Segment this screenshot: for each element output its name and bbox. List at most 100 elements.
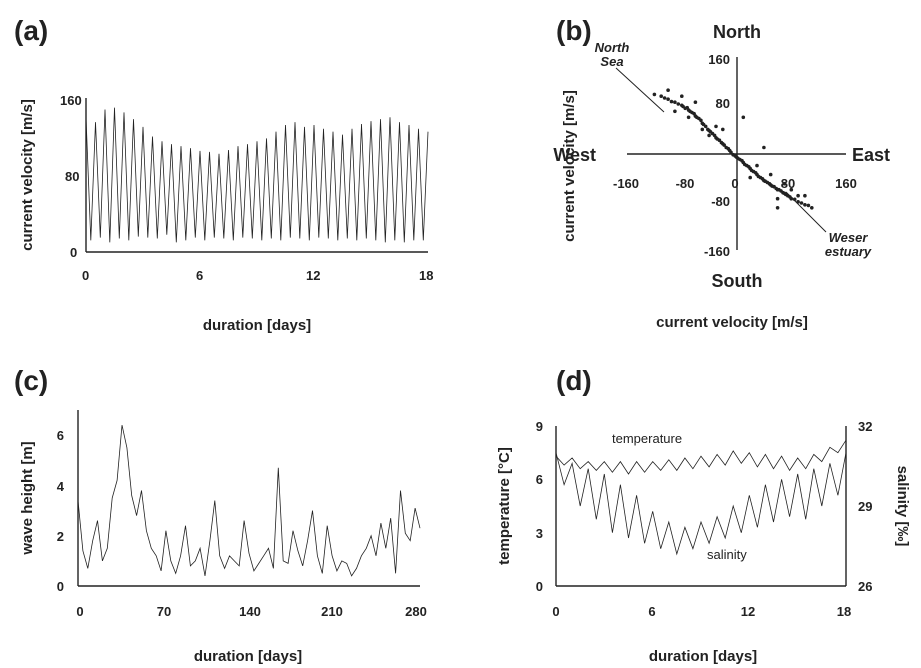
panel-d-right-y-axis-title: salinity [‰] xyxy=(894,466,911,547)
panel-b-scatter-point xyxy=(792,197,797,202)
panel-d-xtick: 0 xyxy=(552,604,559,619)
panel-b-current-velocity-scatter: (b) North South West East -160 -80 0 80 … xyxy=(553,15,890,331)
panel-a-xtick: 0 xyxy=(82,268,89,283)
panel-b-xtick: 160 xyxy=(835,176,857,191)
panel-a-current-velocity-time-series: (a) 160 80 0 0 6 12 18 duration [days] c… xyxy=(14,15,433,334)
panel-b-scatter-point xyxy=(669,99,674,104)
panel-b-scatter-point xyxy=(755,163,759,168)
panel-c-series-line xyxy=(77,425,421,577)
panel-b-xtick: -160 xyxy=(613,176,639,191)
panel-d-salinity-label: salinity xyxy=(707,547,747,562)
panel-b-ytick: -160 xyxy=(704,244,730,259)
panel-b-scatter-point xyxy=(717,138,722,142)
panel-b-scatter-point xyxy=(789,187,794,192)
panel-d-salinity-line xyxy=(555,452,847,556)
panel-b-scatter-point xyxy=(810,206,814,210)
panel-b-scatter-point xyxy=(699,118,703,123)
panel-b-scatter-point xyxy=(673,100,677,104)
panel-b-scatter-point xyxy=(722,143,726,147)
panel-b-north-label: North xyxy=(713,22,761,42)
panel-b-scatter-point xyxy=(741,115,746,120)
panel-b-scatter-point xyxy=(693,100,698,104)
panel-b-scatter-point xyxy=(799,201,804,205)
panel-c-xtick: 70 xyxy=(157,604,171,619)
panel-c-xtick: 0 xyxy=(76,604,83,619)
panel-b-scatter-point xyxy=(721,127,725,132)
panel-d-left-y-axis-title: temperature [°C] xyxy=(496,447,513,565)
panel-b-south-label: South xyxy=(712,271,763,291)
panel-b-ytick: -80 xyxy=(711,194,730,209)
panel-d-xtick: 18 xyxy=(837,604,851,619)
panel-b-scatter-point xyxy=(796,200,800,204)
panel-b-scatter-point xyxy=(680,94,684,98)
panel-b-scatter-point xyxy=(666,97,670,101)
panel-b-scatter-point xyxy=(676,102,681,106)
panel-b-xtick: -80 xyxy=(676,176,695,191)
panel-b-scatter-point xyxy=(775,196,780,201)
panel-b-annotation-north-sea-line1: North xyxy=(595,40,630,55)
panel-c-xtick: 280 xyxy=(405,604,427,619)
panel-b-scatter-point xyxy=(707,133,711,138)
panel-c-y-axis-title: wave height [m] xyxy=(19,441,36,555)
panel-b-scatter-point xyxy=(714,124,718,129)
panel-b-annotation-north-sea-pointer xyxy=(615,67,665,113)
panel-d-label: (d) xyxy=(556,365,592,396)
panel-d-ytick: 9 xyxy=(536,419,543,434)
panel-b-xtick: 0 xyxy=(731,176,738,191)
panel-b-east-label: East xyxy=(852,145,890,165)
panel-d-ytick-right: 29 xyxy=(858,499,872,514)
panel-d-temperature-salinity-time-series: (d) 0 3 6 9 26 29 32 0 6 12 18 duration … xyxy=(496,365,911,665)
panel-b-scatter-point xyxy=(806,203,811,208)
panel-a-ytick: 80 xyxy=(65,169,79,184)
panel-c-wave-height-time-series: (c) 0 2 4 6 0 70 140 210 280 duration [d… xyxy=(14,365,427,665)
panel-b-scatter-point xyxy=(803,203,807,207)
panel-c-x-axis-title: duration [days] xyxy=(194,648,302,665)
panel-d-ytick-right: 32 xyxy=(858,419,872,434)
panel-b-annotation-weser-line1: Weser xyxy=(829,230,869,245)
panel-a-label: (a) xyxy=(14,15,48,46)
panel-d-ytick: 3 xyxy=(536,526,543,541)
panel-b-ytick: 80 xyxy=(716,96,730,111)
panel-b-scatter-point xyxy=(748,175,752,180)
panel-c-label: (c) xyxy=(14,365,48,396)
panel-b-scatter-point xyxy=(700,127,705,132)
panel-b-scatter-point xyxy=(673,109,677,114)
panel-b-scatter-point xyxy=(703,124,708,129)
panel-c-xtick: 140 xyxy=(239,604,261,619)
panel-a-series-line xyxy=(85,107,429,243)
panel-b-scatter-point xyxy=(652,92,657,97)
panel-a-xtick: 12 xyxy=(306,268,320,283)
panel-a-y-axis-title: current velocity [m/s] xyxy=(19,99,36,251)
panel-b-x-axis-title: current velocity [m/s] xyxy=(656,314,808,331)
panel-d-temperature-line xyxy=(555,439,847,475)
panel-b-scatter-point xyxy=(789,196,794,201)
panel-b-scatter-point xyxy=(762,145,766,150)
panel-b-y-axis-title: current velocity [m/s] xyxy=(561,90,578,242)
panel-b-scatter-point xyxy=(803,193,807,198)
panel-c-xtick: 210 xyxy=(321,604,343,619)
panel-b-scatter-point xyxy=(666,88,670,92)
panel-b-annotation-north-sea-line2: Sea xyxy=(600,54,623,69)
panel-d-temperature-label: temperature xyxy=(612,431,682,446)
panel-b-scatter-point xyxy=(659,94,663,98)
panel-a-xtick: 6 xyxy=(196,268,203,283)
panel-d-ytick: 6 xyxy=(536,472,543,487)
panel-a-ytick: 0 xyxy=(70,245,77,260)
panel-d-ytick-right: 26 xyxy=(858,579,872,594)
panel-a-xtick: 18 xyxy=(419,268,433,283)
panel-c-ytick: 2 xyxy=(57,529,64,544)
panel-c-ytick: 4 xyxy=(57,479,65,494)
panel-b-scatter-point xyxy=(662,96,667,100)
panel-b-ytick: 160 xyxy=(708,52,730,67)
panel-b-west-label: West xyxy=(553,145,596,165)
panel-b-scatter-point xyxy=(782,181,787,186)
panel-d-x-axis-title: duration [days] xyxy=(649,648,757,665)
panel-c-ytick: 0 xyxy=(57,579,64,594)
panel-b-label: (b) xyxy=(556,15,592,46)
panel-c-ytick: 6 xyxy=(57,428,64,443)
panel-b-annotation-weser-line2: estuary xyxy=(825,244,872,259)
panel-d-xtick: 6 xyxy=(648,604,655,619)
panel-a-x-axis-title: duration [days] xyxy=(203,317,311,334)
panel-b-scatter-point xyxy=(686,115,691,120)
